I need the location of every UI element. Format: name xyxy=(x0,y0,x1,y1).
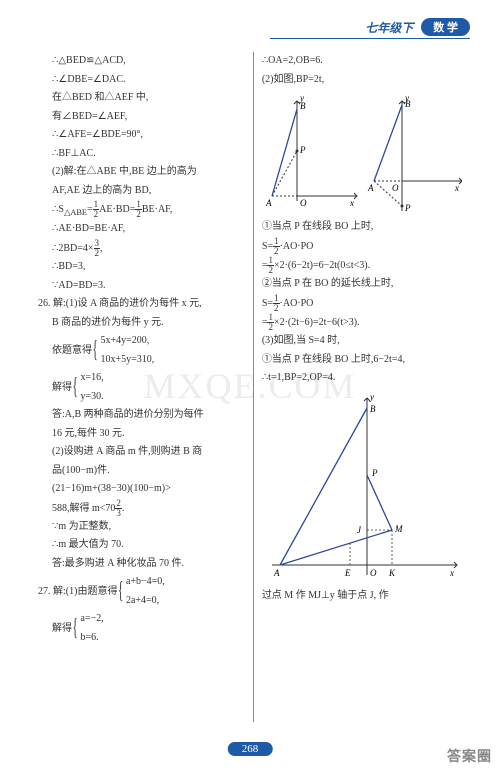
svg-text:B: B xyxy=(300,101,306,111)
math-line: ②当点 P 在 BO 的延长线上时, xyxy=(262,275,475,294)
math-line: ∴△BED≌△ACD, xyxy=(38,52,243,71)
svg-text:K: K xyxy=(388,568,396,578)
grade-label: 七年级下 xyxy=(365,19,413,36)
svg-text:x: x xyxy=(449,568,454,578)
figure-1: y B P A O x y B A O x P xyxy=(262,91,462,216)
math-line: S=12·AO·PO xyxy=(262,294,475,313)
math-line: 过点 M 作 MJ⊥y 轴于点 J, 作 xyxy=(262,587,475,606)
math-line: 在△BED 和△AEF 中, xyxy=(38,89,243,108)
math-line: ∴t=1,BP=2,OP=4. xyxy=(262,369,475,388)
math-line: 品(100−m)件. xyxy=(38,462,243,481)
math-line: 解得 x=16, y=30. xyxy=(38,369,243,406)
math-line: 解得 a=−2, b=6. xyxy=(38,610,243,647)
math-line: (3)如图,当 S=4 时, xyxy=(262,332,475,351)
math-line: (21−16)m+(38−30)(100−m)> xyxy=(38,480,243,499)
math-line: 588,解得 m<7023. xyxy=(38,499,243,518)
svg-text:M: M xyxy=(394,524,403,534)
math-line: ∴BD=3, xyxy=(38,258,243,277)
svg-text:y: y xyxy=(369,392,374,402)
math-line: ∴AE·BD=BE·AF, xyxy=(38,220,243,239)
math-line: =12×2·(6−2t)=6−2t(0≤t<3). xyxy=(262,256,475,275)
header-rule xyxy=(270,38,470,39)
svg-text:P: P xyxy=(299,145,306,155)
math-line: =12×2·(2t−6)=2t−6(t>3). xyxy=(262,313,475,332)
svg-text:A: A xyxy=(265,198,272,208)
math-line: ∴∠AFE=∠BDE=90°, xyxy=(38,126,243,145)
svg-text:O: O xyxy=(392,183,399,193)
column-divider xyxy=(253,52,254,722)
math-line: ∴∠DBE=∠DAC. xyxy=(38,71,243,90)
math-line: 有∠BED=∠AEF, xyxy=(38,108,243,127)
math-line: 答:最多购进 A 种化妆品 70 件. xyxy=(38,555,243,574)
svg-text:O: O xyxy=(300,198,307,208)
right-column: ∴OA=2,OB=6. (2)如图,BP=2t, y B P A O x xyxy=(262,52,475,722)
page-header: 七年级下 数 学 xyxy=(365,18,470,36)
math-line: 依题意得 5x+4y=200, 10x+5y=310, xyxy=(38,332,243,369)
watermark-corner: 答案圈 xyxy=(447,746,492,766)
svg-text:A: A xyxy=(367,183,374,193)
math-line: 26. 解:(1)设 A 商品的进价为每件 x 元, xyxy=(38,295,243,314)
page-number-badge: 268 xyxy=(228,742,273,756)
math-line: ∴OA=2,OB=6. xyxy=(262,52,475,71)
svg-text:P: P xyxy=(404,203,411,213)
svg-text:x: x xyxy=(454,183,459,193)
math-line: B 商品的进价为每件 y 元. xyxy=(38,314,243,333)
svg-text:A: A xyxy=(273,568,280,578)
math-line: ∵m 为正整数, xyxy=(38,518,243,537)
math-line: 27. 解:(1)由题意得 a+b−4=0, 2a+4=0, xyxy=(38,573,243,610)
figure-2: y B P J M A E O K x xyxy=(262,390,462,585)
left-column: ∴△BED≌△ACD, ∴∠DBE=∠DAC. 在△BED 和△AEF 中, 有… xyxy=(38,52,245,722)
math-line: ①当点 P 在线段 BO 上时,6−2t=4, xyxy=(262,351,475,370)
math-line: S=12·AO·PO xyxy=(262,237,475,256)
math-line: (2)设购进 A 商品 m 件,则购进 B 商 xyxy=(38,443,243,462)
math-line: (2)解:在△ABE 中,BE 边上的高为 xyxy=(38,163,243,182)
svg-text:x: x xyxy=(349,198,354,208)
math-line: AF,AE 边上的高为 BD, xyxy=(38,182,243,201)
svg-text:P: P xyxy=(371,468,378,478)
math-line: ∴BF⊥AC. xyxy=(38,145,243,164)
svg-text:B: B xyxy=(370,404,376,414)
subject-badge: 数 学 xyxy=(421,18,470,36)
math-line: ∴2BD=4×32, xyxy=(38,239,243,258)
math-line: (2)如图,BP=2t, xyxy=(262,71,475,90)
math-line: 16 元,每件 30 元. xyxy=(38,425,243,444)
svg-text:B: B xyxy=(405,99,411,109)
svg-text:J: J xyxy=(357,525,362,535)
math-line: ①当点 P 在线段 BO 上时, xyxy=(262,218,475,237)
math-line: ∴S△ABE=12AE·BD=12BE·AF, xyxy=(38,200,243,220)
svg-text:O: O xyxy=(370,568,377,578)
svg-text:E: E xyxy=(344,568,351,578)
math-line: ∴m 最大值为 70. xyxy=(38,536,243,555)
content-columns: ∴△BED≌△ACD, ∴∠DBE=∠DAC. 在△BED 和△AEF 中, 有… xyxy=(38,52,475,722)
math-line: 答:A,B 两种商品的进价分别为每件 xyxy=(38,406,243,425)
math-line: ∵AD=BD=3. xyxy=(38,277,243,296)
